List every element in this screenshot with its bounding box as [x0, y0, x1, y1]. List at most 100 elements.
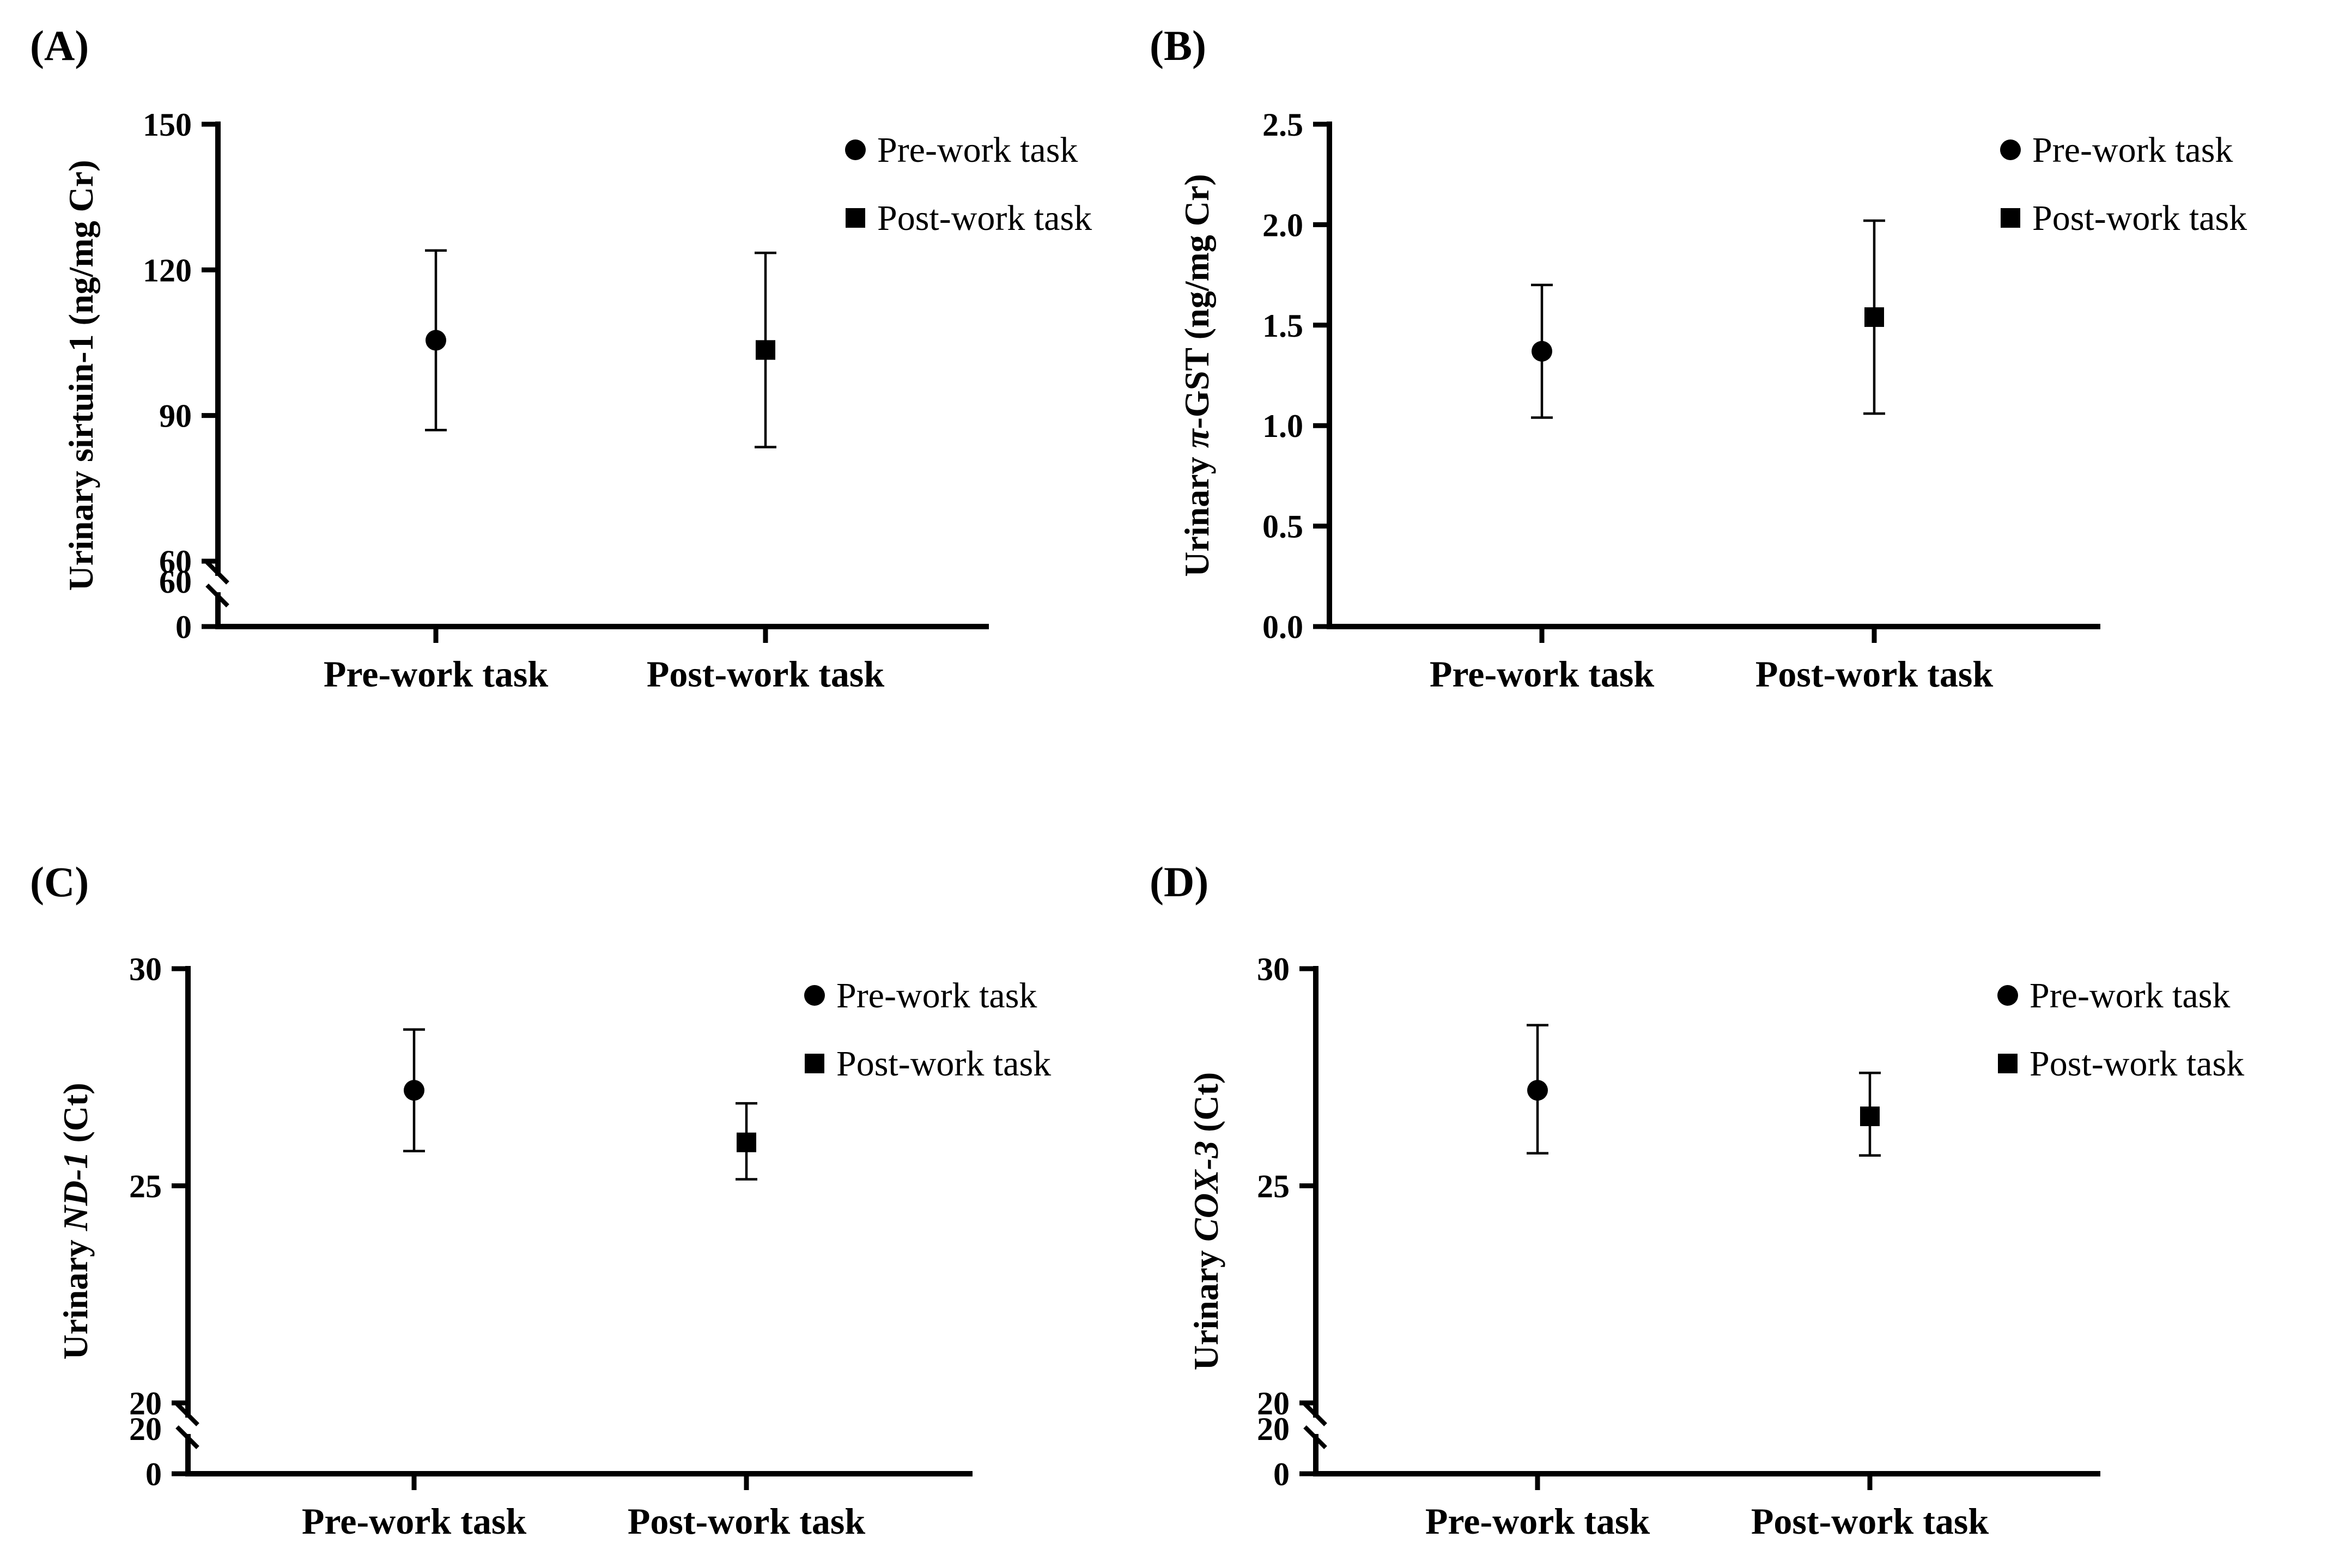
x-tick-label: Pre-work task [1425, 1500, 1650, 1542]
data-point-post [1859, 1072, 1881, 1157]
y-tick-label: 30 [1257, 951, 1290, 987]
y-axis-title-part: -GST (ng/mg Cr) [1177, 174, 1216, 429]
circle-marker [426, 330, 446, 351]
y-axis-title-part: COX-3 [1187, 1141, 1225, 1242]
legend-item: Pre-work task [804, 976, 1037, 1016]
axis-break-mark [205, 584, 229, 607]
chart-panel-1: (A) 60 90 120 150 0 60 Pre-work task Post-work t… [30, 22, 1092, 695]
data-point-post [1863, 219, 1885, 415]
y-tick-label: 0 [145, 1456, 162, 1492]
data-point-post [755, 251, 776, 448]
chart-panel-2: (B) 0.0 0.5 1.0 1.5 2.0 2.5 Pre-work task Post-w… [1150, 22, 2247, 695]
legend-label: Post-work task [2030, 1044, 2244, 1084]
y-tick-label: 1.0 [1262, 408, 1303, 444]
legend-square-marker [805, 1054, 824, 1073]
y-tick-label: 20 [129, 1385, 162, 1421]
legend-square-marker [846, 208, 865, 228]
legend-label: Post-work task [877, 198, 1092, 238]
data-point-pre [425, 249, 447, 431]
y-tick-label: 150 [143, 107, 192, 143]
legend-label: Pre-work task [2030, 976, 2230, 1016]
x-tick-label: Pre-work task [1430, 653, 1655, 695]
y-axis-title-part: Urinary [1187, 1242, 1225, 1370]
axis-break-mark [205, 561, 229, 585]
y-tick-label: 25 [1257, 1169, 1290, 1205]
legend-label: Pre-work task [877, 130, 1078, 170]
panel-label: (C) [30, 858, 89, 905]
x-tick-label: Pre-work task [324, 653, 549, 695]
y-tick-label: 20 [129, 1411, 162, 1447]
axis-break-mark [1303, 1425, 1327, 1449]
axes: 0.0 0.5 1.0 1.5 2.0 2.5 Pre-work task Post-work… [1262, 107, 2100, 695]
y-tick-label: 0 [1273, 1456, 1290, 1492]
y-axis-title-part: Urinary sirtuin-1 (ng/mg Cr) [62, 160, 100, 591]
legend-circle-marker [804, 985, 825, 1006]
legend-label: Pre-work task [836, 976, 1037, 1016]
circle-marker [1532, 341, 1552, 362]
legend-item: Post-work task [846, 198, 1092, 238]
panel-label: (A) [30, 22, 89, 69]
legend-label: Post-work task [2032, 198, 2247, 238]
y-tick-label: 2.5 [1262, 107, 1303, 143]
legend: Pre-work task Post-work task [1997, 976, 2244, 1084]
square-marker [1860, 1106, 1880, 1126]
y-axis-title-part: Urinary [1177, 448, 1216, 576]
y-tick-label: 25 [129, 1169, 162, 1205]
chart-panel-3: (C) 20 25 30 0 20 Pre-work task Post-work task U… [30, 858, 1051, 1542]
x-tick-label: Post-work task [647, 653, 885, 695]
y-tick-label: 60 [159, 544, 192, 580]
legend-item: Pre-work task [1997, 976, 2230, 1016]
square-marker [737, 1132, 756, 1152]
axis-break-mark [175, 1402, 199, 1426]
y-tick-label: 120 [143, 252, 192, 288]
y-tick-label: 60 [159, 564, 192, 600]
panel-label: (B) [1150, 22, 1206, 69]
y-axis-title: Urinary ND-1 (Ct) [56, 1083, 95, 1359]
legend: Pre-work task Post-work task [804, 976, 1051, 1084]
y-axis-title-part: π [1177, 428, 1216, 448]
legend-circle-marker [1997, 985, 2018, 1006]
y-axis-title: Urinary sirtuin-1 (ng/mg Cr) [62, 160, 100, 591]
legend-circle-marker [2000, 139, 2021, 160]
legend-item: Pre-work task [2000, 130, 2233, 170]
y-tick-label: 0.5 [1262, 509, 1303, 545]
legend-square-marker [2001, 208, 2020, 228]
y-tick-label: 20 [1257, 1385, 1290, 1421]
data-point-pre [1531, 283, 1553, 419]
square-marker [756, 340, 775, 360]
axis-break-mark [1303, 1402, 1327, 1426]
legend-label: Pre-work task [2032, 130, 2233, 170]
legend: Pre-work task Post-work task [2000, 130, 2247, 238]
y-tick-label: 1.5 [1262, 308, 1303, 344]
x-tick-label: Post-work task [1755, 653, 1994, 695]
legend-square-marker [1998, 1054, 2018, 1073]
data-point-post [736, 1102, 757, 1181]
y-tick-label: 90 [159, 398, 192, 434]
y-axis-title-part: (Ct) [1187, 1072, 1225, 1141]
x-tick-label: Post-work task [628, 1500, 866, 1542]
x-tick-label: Pre-work task [302, 1500, 527, 1542]
circle-marker [404, 1080, 424, 1101]
circle-marker [1527, 1080, 1548, 1101]
legend-label: Post-work task [836, 1044, 1051, 1084]
legend-item: Pre-work task [845, 130, 1078, 170]
y-axis-title-part: ND-1 [56, 1152, 95, 1232]
legend-item: Post-work task [2001, 198, 2247, 238]
y-axis-title: Urinary COX-3 (Ct) [1187, 1072, 1225, 1370]
y-tick-label: 0.0 [1262, 609, 1303, 645]
legend-item: Post-work task [805, 1044, 1051, 1084]
y-axis-title-part: (Ct) [56, 1083, 95, 1151]
y-tick-label: 20 [1257, 1411, 1290, 1447]
x-tick-label: Post-work task [1751, 1500, 1989, 1542]
legend-item: Post-work task [1998, 1044, 2244, 1084]
square-marker [1864, 307, 1884, 327]
y-tick-label: 0 [175, 609, 192, 645]
y-axis-title-part: Urinary [56, 1231, 95, 1359]
y-tick-label: 2.0 [1262, 207, 1303, 243]
axes: 20 25 30 0 20 Pre-work task Post-work task [1257, 951, 2100, 1542]
data-point-pre [1527, 1024, 1548, 1154]
legend: Pre-work task Post-work task [845, 130, 1092, 238]
chart-panel-4: (D) 20 25 30 0 20 Pre-work task Post-work task U… [1150, 858, 2244, 1542]
axis-break-mark [175, 1425, 199, 1449]
